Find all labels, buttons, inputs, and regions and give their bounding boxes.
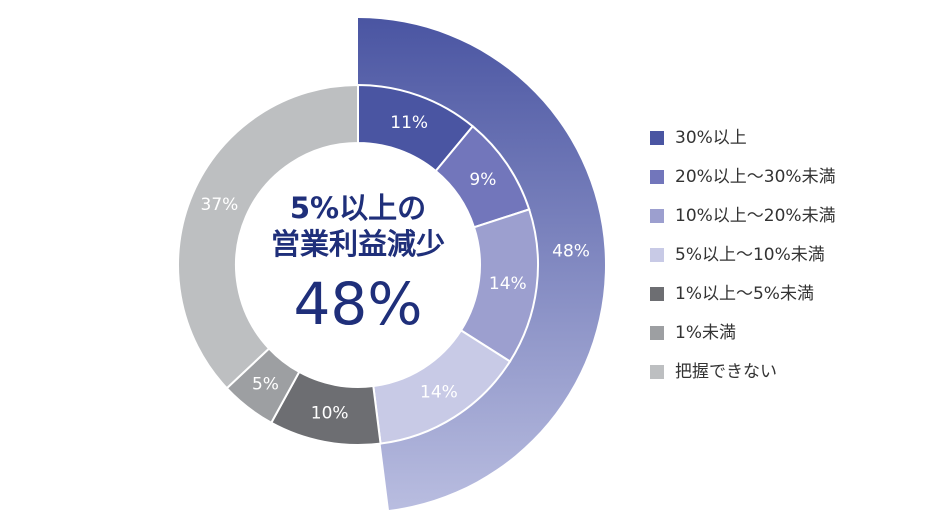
legend-label: 30%以上 — [675, 128, 747, 148]
center-line: 営業利益減少 — [271, 227, 445, 261]
segment-label: 10% — [311, 403, 349, 423]
legend-swatch — [650, 287, 664, 301]
legend-swatch — [650, 365, 664, 379]
outer-arc — [358, 18, 606, 511]
legend-swatch — [650, 209, 664, 223]
center-line: 5%以上の — [290, 191, 426, 225]
segment-label: 14% — [489, 274, 527, 294]
outer-label: 48% — [552, 242, 590, 262]
legend-swatch — [650, 131, 664, 145]
legend-label: 20%以上〜30%未満 — [675, 167, 836, 187]
donut-segment — [177, 83, 359, 390]
legend-swatch — [650, 170, 664, 184]
segment-label: 11% — [390, 113, 428, 133]
legend-swatch — [650, 248, 664, 262]
center-value: 48% — [294, 270, 423, 338]
segment-label: 5% — [252, 374, 279, 394]
segment-label: 9% — [469, 170, 496, 190]
segment-label: 14% — [420, 382, 458, 402]
legend-label: 10%以上〜20%未満 — [675, 206, 836, 226]
legend-swatch — [650, 326, 664, 340]
legend-label: 1%以上〜5%未満 — [675, 284, 814, 304]
legend-label: 把握できない — [675, 362, 777, 382]
segment-label: 37% — [201, 195, 239, 215]
legend-label: 5%以上〜10%未満 — [675, 245, 825, 265]
legend-label: 1%未満 — [675, 323, 736, 343]
